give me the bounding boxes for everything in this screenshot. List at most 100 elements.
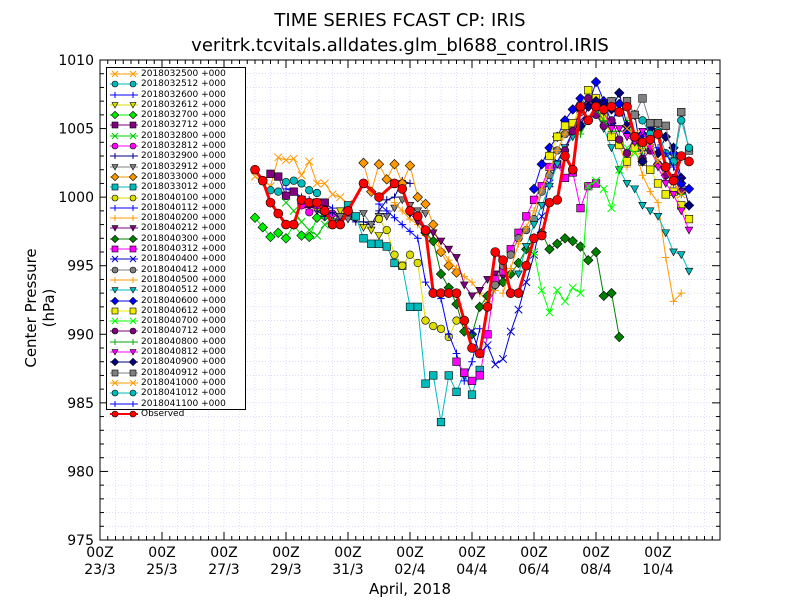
data-point — [645, 134, 656, 145]
data-point — [660, 162, 671, 172]
data-point — [684, 214, 694, 224]
data-point — [499, 289, 507, 297]
data-point — [406, 227, 414, 236]
legend-marker — [129, 225, 137, 233]
data-point — [536, 159, 547, 170]
legend-marker — [129, 132, 137, 140]
data-point — [560, 151, 570, 161]
x-tick-label: 00Z — [272, 545, 299, 561]
data-point — [653, 129, 663, 139]
legend-swatch — [110, 234, 138, 243]
data-point — [567, 164, 578, 175]
data-point — [421, 210, 430, 219]
legend-item: 2018032812 +000 — [107, 141, 245, 151]
legend-marker — [112, 153, 118, 160]
chart-legend: 2018032500 +000 2018032512 +000 2018032600… — [106, 67, 246, 419]
legend-swatch — [110, 349, 138, 356]
data-point — [281, 191, 291, 200]
data-point — [429, 371, 438, 380]
legend-item: 2018040300 +000 — [107, 234, 245, 244]
data-point — [529, 221, 539, 229]
data-point — [265, 231, 276, 243]
data-point — [661, 229, 671, 238]
series-1 — [266, 176, 322, 198]
data-point — [606, 287, 617, 299]
legend-marker — [129, 389, 137, 397]
data-point — [653, 179, 663, 188]
legend-marker — [129, 369, 137, 376]
legend-swatch — [110, 225, 138, 233]
ticks — [99, 59, 721, 541]
legend-marker — [129, 379, 137, 387]
data-point — [359, 218, 368, 226]
legend-marker — [111, 410, 119, 418]
legend-label: 2018040412 +000 — [141, 264, 226, 275]
data-point — [274, 172, 283, 181]
data-point — [460, 368, 469, 377]
data-point — [576, 204, 585, 213]
data-point — [676, 151, 687, 161]
data-point — [559, 233, 571, 244]
legend-marker — [111, 142, 119, 150]
legend-label: 2018040200 +000 — [141, 213, 226, 224]
legend-marker — [110, 111, 120, 120]
legend-label: 2018040912 +000 — [141, 367, 226, 378]
legend-marker — [129, 317, 137, 325]
data-point — [537, 202, 547, 210]
legend-swatch — [110, 102, 138, 109]
data-point — [630, 110, 639, 119]
data-point — [452, 357, 461, 366]
legend-marker — [129, 328, 137, 335]
legend-marker — [129, 70, 137, 78]
y-tick-label: 1005 — [58, 122, 94, 138]
legend-item: 2018041100 +000 — [107, 399, 245, 409]
legend-item: 2018040800 +000 — [107, 337, 245, 347]
legend-swatch — [110, 70, 138, 78]
data-point — [514, 270, 523, 279]
data-point — [281, 177, 291, 187]
data-point — [351, 212, 360, 221]
data-point — [684, 156, 694, 167]
x-tick-label: 25/3 — [146, 562, 177, 578]
data-point — [382, 196, 391, 204]
x-tick-label: 02/4 — [394, 562, 426, 578]
data-point — [280, 233, 292, 244]
data-point — [506, 327, 515, 336]
data-point — [405, 302, 415, 311]
data-point — [374, 192, 384, 202]
legend-swatch — [110, 142, 138, 150]
legend-marker — [111, 163, 119, 171]
data-point — [669, 191, 678, 199]
legend-swatch — [110, 122, 138, 129]
legend-marker — [111, 328, 119, 335]
data-point — [513, 288, 524, 298]
data-point — [553, 286, 562, 295]
data-point — [583, 115, 594, 126]
data-point — [475, 325, 484, 333]
data-point — [382, 207, 391, 215]
data-point — [630, 185, 640, 194]
data-point — [614, 87, 625, 99]
x-tick-label: 23/3 — [84, 562, 115, 578]
data-point — [637, 156, 648, 167]
data-point — [273, 227, 284, 238]
data-point — [491, 360, 500, 369]
legend-marker — [130, 338, 136, 345]
legend-marker — [130, 400, 136, 407]
data-point — [320, 179, 329, 188]
data-point — [514, 239, 523, 248]
legend-item: 2018041000 +000 — [107, 378, 245, 388]
series-group — [249, 76, 695, 427]
data-point — [545, 151, 554, 161]
legend-swatch — [110, 287, 138, 294]
legend-item: 2018040812 +000 — [107, 347, 245, 357]
legend-item: 2018032900 +000 — [107, 151, 245, 161]
data-point — [607, 203, 616, 213]
data-point — [420, 198, 431, 210]
legend-label: 2018040100 +000 — [141, 192, 226, 203]
data-point — [654, 198, 662, 207]
legend-item: 2018032612 +000 — [107, 100, 245, 110]
data-point — [638, 127, 647, 136]
legend-swatch — [110, 111, 138, 120]
legend-swatch — [110, 204, 138, 211]
